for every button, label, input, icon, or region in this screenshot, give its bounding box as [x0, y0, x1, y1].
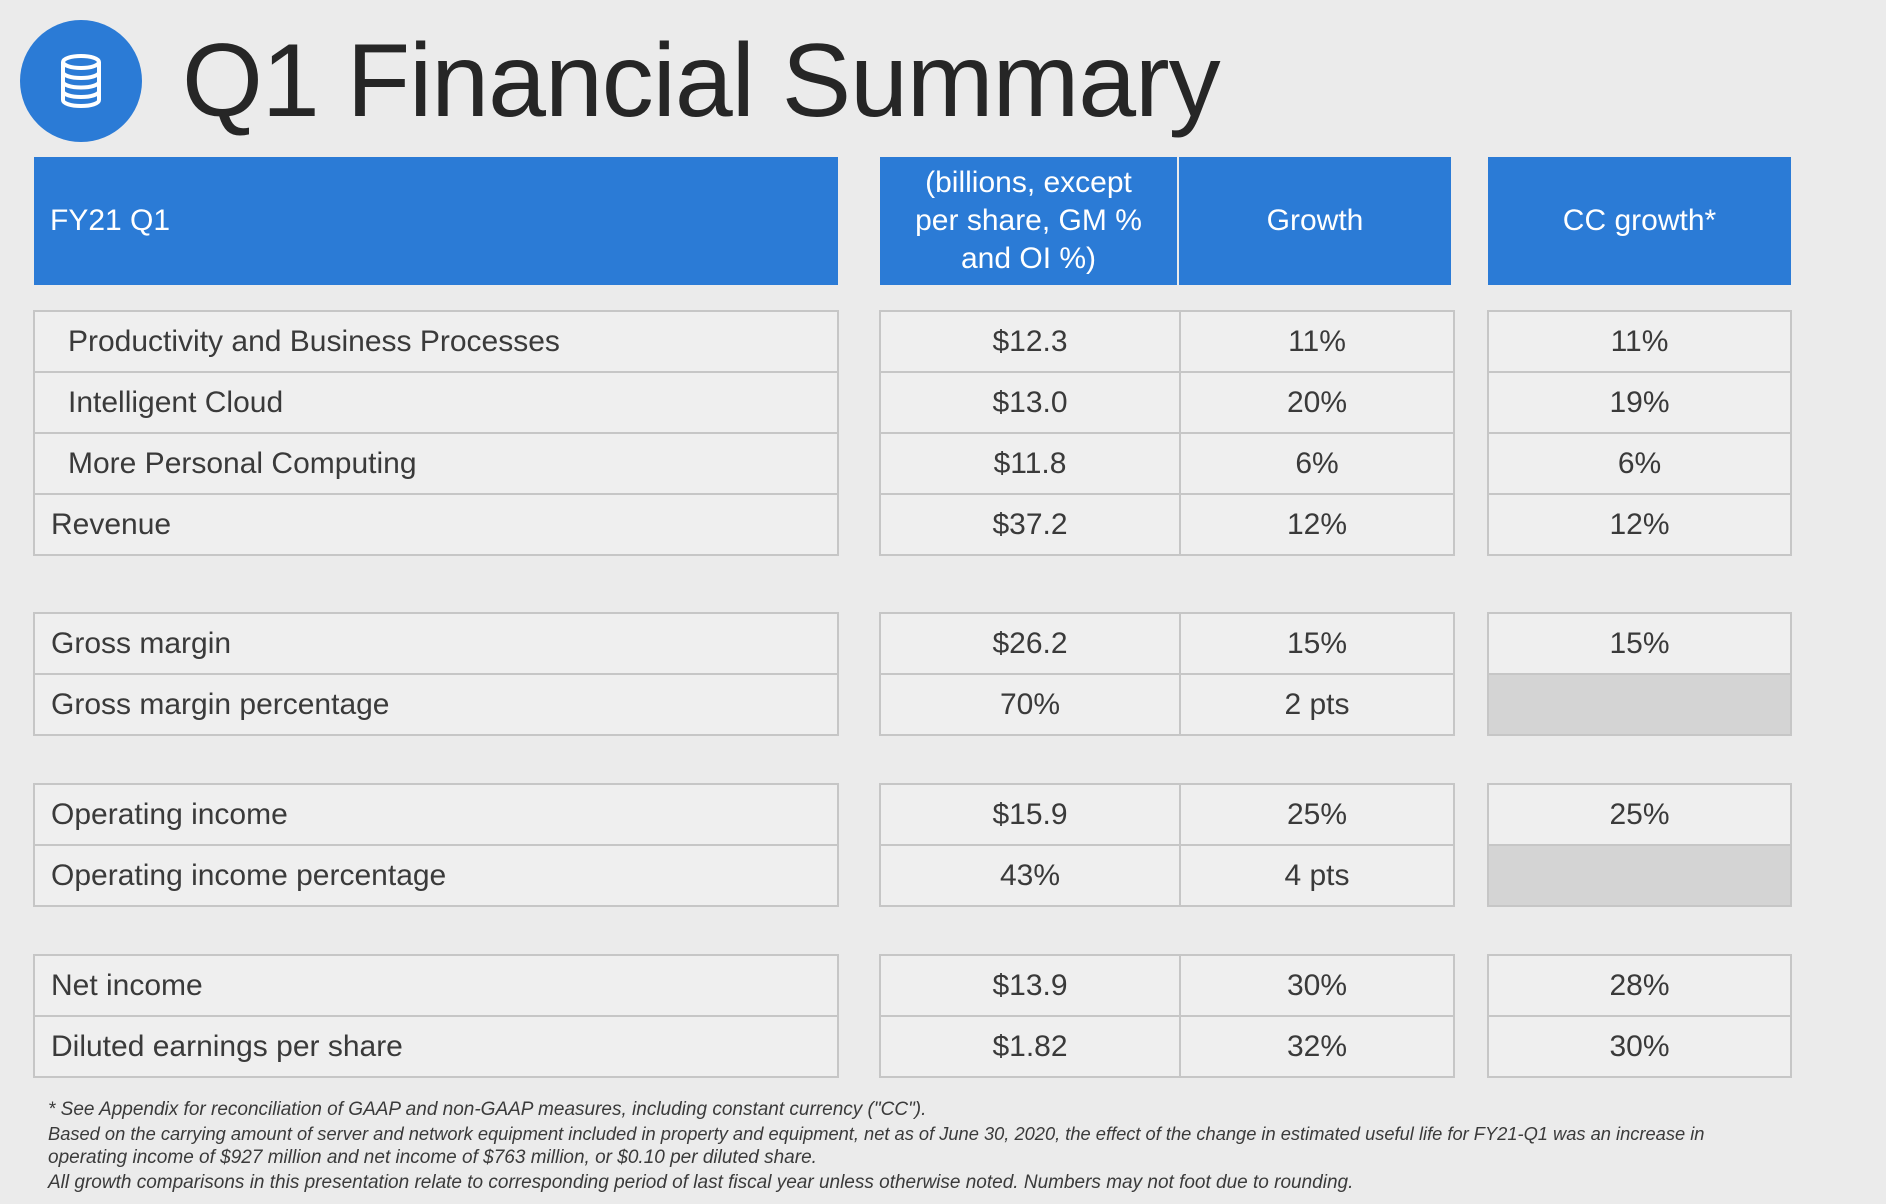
value-cell: $37.2 — [879, 493, 1181, 556]
table-row: Operating income percentage — [33, 844, 839, 907]
footnote: * See Appendix for reconciliation of GAA… — [48, 1099, 927, 1120]
growth-cell: 15% — [1179, 612, 1455, 675]
table-row — [1487, 673, 1792, 736]
value-cell: $13.0 — [879, 371, 1181, 434]
operating-income-labels: Operating income Operating income percen… — [33, 783, 839, 907]
revenue-labels: Productivity and Business Processes Inte… — [33, 310, 839, 556]
table-row: $26.2 15% — [879, 612, 1455, 675]
page-title: Q1 Financial Summary — [182, 23, 1221, 139]
row-label: Net income — [33, 954, 839, 1017]
row-label: Intelligent Cloud — [33, 371, 839, 434]
footnote: All growth comparisons in this presentat… — [48, 1172, 1354, 1193]
cc-growth-cell: 30% — [1487, 1015, 1792, 1078]
table-row: Operating income — [33, 783, 839, 846]
cc-growth-cell: 19% — [1487, 371, 1792, 434]
operating-income-cc: 25% — [1487, 783, 1792, 907]
value-cell: $1.82 — [879, 1015, 1181, 1078]
value-cell: $15.9 — [879, 783, 1181, 846]
growth-cell: 20% — [1179, 371, 1455, 434]
header-growth: Growth — [1179, 157, 1451, 285]
header-fy21-q1: FY21 Q1 — [34, 157, 838, 285]
table-row: 15% — [1487, 612, 1792, 675]
value-cell: $12.3 — [879, 310, 1181, 373]
table-row — [1487, 844, 1792, 907]
row-label: Gross margin — [33, 612, 839, 675]
table-row: 25% — [1487, 783, 1792, 846]
table-row: 12% — [1487, 493, 1792, 556]
table-row: Gross margin percentage — [33, 673, 839, 736]
table-row: $15.9 25% — [879, 783, 1455, 846]
value-cell: $26.2 — [879, 612, 1181, 675]
cc-growth-cell-empty — [1487, 844, 1792, 907]
table-row: 43% 4 pts — [879, 844, 1455, 907]
gross-margin-cc: 15% — [1487, 612, 1792, 736]
cc-growth-cell-empty — [1487, 673, 1792, 736]
growth-cell: 11% — [1179, 310, 1455, 373]
row-label: Operating income — [33, 783, 839, 846]
growth-cell: 6% — [1179, 432, 1455, 495]
table-row: $13.0 20% — [879, 371, 1455, 434]
growth-cell: 25% — [1179, 783, 1455, 846]
growth-cell: 30% — [1179, 954, 1455, 1017]
operating-income-values: $15.9 25% 43% 4 pts — [879, 783, 1455, 907]
table-row: 30% — [1487, 1015, 1792, 1078]
growth-cell: 12% — [1179, 493, 1455, 556]
cc-growth-cell: 15% — [1487, 612, 1792, 675]
table-row: 11% — [1487, 310, 1792, 373]
net-income-cc: 28% 30% — [1487, 954, 1792, 1078]
cc-growth-cell: 12% — [1487, 493, 1792, 556]
gross-margin-labels: Gross margin Gross margin percentage — [33, 612, 839, 736]
table-row: 70% 2 pts — [879, 673, 1455, 736]
row-label: Diluted earnings per share — [33, 1015, 839, 1078]
cc-growth-cell: 11% — [1487, 310, 1792, 373]
footnote: operating income of $927 million and net… — [48, 1147, 817, 1168]
table-row: $13.9 30% — [879, 954, 1455, 1017]
table-row: Revenue — [33, 493, 839, 556]
growth-cell: 2 pts — [1179, 673, 1455, 736]
table-row: Diluted earnings per share — [33, 1015, 839, 1078]
revenue-values: $12.3 11% $13.0 20% $11.8 6% $37.2 12% — [879, 310, 1455, 556]
cc-growth-cell: 28% — [1487, 954, 1792, 1017]
value-cell: 70% — [879, 673, 1181, 736]
revenue-cc: 11% 19% 6% 12% — [1487, 310, 1792, 556]
table-row: 28% — [1487, 954, 1792, 1017]
value-cell: 43% — [879, 844, 1181, 907]
gross-margin-values: $26.2 15% 70% 2 pts — [879, 612, 1455, 736]
net-income-values: $13.9 30% $1.82 32% — [879, 954, 1455, 1078]
table-row: Productivity and Business Processes — [33, 310, 839, 373]
table-row: Net income — [33, 954, 839, 1017]
value-cell: $13.9 — [879, 954, 1181, 1017]
header-units: (billions, except per share, GM % and OI… — [880, 157, 1177, 285]
table-row: 6% — [1487, 432, 1792, 495]
row-label: Revenue — [33, 493, 839, 556]
table-row: More Personal Computing — [33, 432, 839, 495]
footnote: Based on the carrying amount of server a… — [48, 1123, 1705, 1144]
table-row: $11.8 6% — [879, 432, 1455, 495]
database-icon-badge — [20, 20, 142, 142]
table-row: Gross margin — [33, 612, 839, 675]
row-label: More Personal Computing — [33, 432, 839, 495]
header-cc-growth: CC growth* — [1488, 157, 1791, 285]
cc-growth-cell: 25% — [1487, 783, 1792, 846]
cc-growth-cell: 6% — [1487, 432, 1792, 495]
table-row: Intelligent Cloud — [33, 371, 839, 434]
database-icon — [61, 54, 101, 109]
table-row: $1.82 32% — [879, 1015, 1455, 1078]
table-row: 19% — [1487, 371, 1792, 434]
table-row: $12.3 11% — [879, 310, 1455, 373]
growth-cell: 4 pts — [1179, 844, 1455, 907]
net-income-labels: Net income Diluted earnings per share — [33, 954, 839, 1078]
row-label: Operating income percentage — [33, 844, 839, 907]
value-cell: $11.8 — [879, 432, 1181, 495]
growth-cell: 32% — [1179, 1015, 1455, 1078]
table-row: $37.2 12% — [879, 493, 1455, 556]
row-label: Productivity and Business Processes — [33, 310, 839, 373]
row-label: Gross margin percentage — [33, 673, 839, 736]
